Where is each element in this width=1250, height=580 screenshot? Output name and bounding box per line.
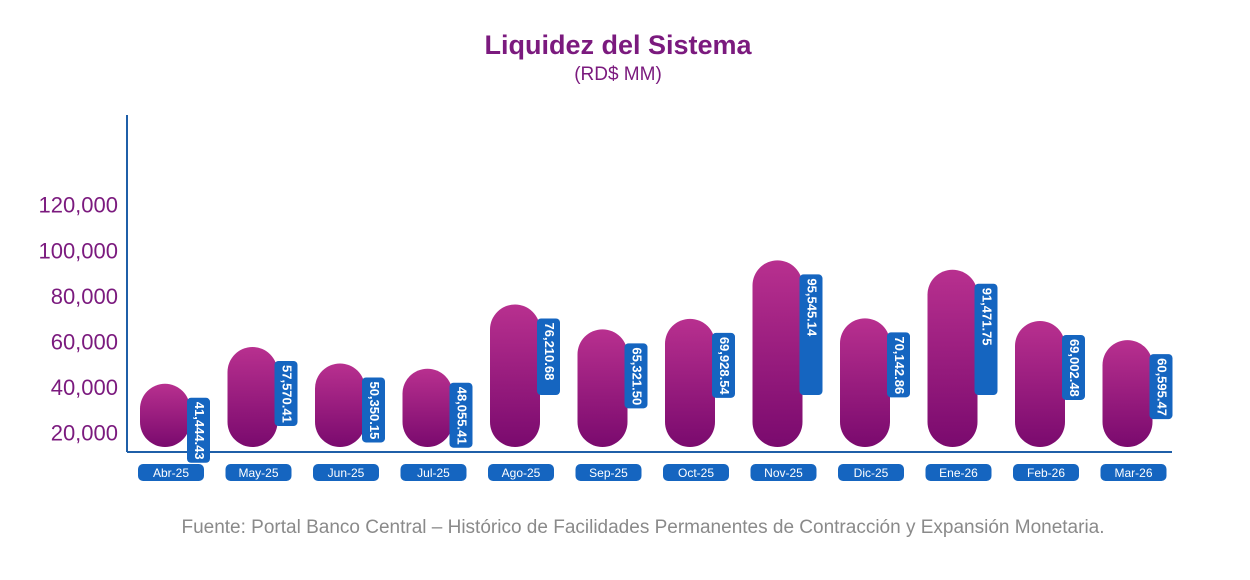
y-tick-label: 40,000 — [51, 375, 118, 400]
data-label: 41,444.43 — [192, 402, 207, 460]
data-label: 48,055.41 — [455, 387, 470, 445]
category-label: Abr-25 — [153, 466, 189, 480]
y-tick-label: 20,000 — [51, 421, 118, 446]
category-label-box — [663, 464, 729, 481]
category-label-box — [1013, 464, 1079, 481]
source-note: Fuente: Portal Banco Central – Histórico… — [181, 517, 1105, 538]
data-label: 91,471.75 — [980, 288, 995, 346]
category-label: Mar-26 — [1114, 466, 1152, 480]
data-label: 65,321.50 — [630, 347, 645, 405]
bars: 41,444.43 57,570.41 50,350.15 48,055.41 76,2… — [140, 260, 1173, 463]
data-label-box — [974, 283, 998, 395]
chart-title: Liquidez del Sistema — [484, 30, 752, 60]
category-label-box — [138, 464, 204, 481]
data-label: 69,928.54 — [717, 337, 732, 396]
chart-subtitle: (RD$ MM) — [574, 64, 662, 85]
y-tick-label: 120,000 — [38, 193, 118, 218]
category-label-box — [750, 464, 817, 481]
data-label-box — [712, 332, 735, 398]
data-label-box — [1062, 334, 1085, 400]
bar — [1102, 340, 1153, 447]
data-label: 60,595.47 — [1155, 358, 1170, 416]
data-label-box — [274, 361, 298, 427]
data-label-box — [537, 318, 560, 395]
data-label: 69,002.48 — [1067, 339, 1082, 397]
category-label: Dic-25 — [854, 466, 889, 480]
bar — [227, 347, 278, 447]
bar — [402, 368, 453, 447]
category-label-box — [838, 464, 904, 481]
data-label-box — [187, 397, 210, 463]
category-label-box — [225, 464, 292, 481]
y-tick-label: 100,000 — [38, 238, 118, 263]
y-tick-label: 80,000 — [51, 284, 118, 309]
bar — [577, 329, 628, 447]
data-label-box — [362, 377, 385, 443]
category-label-box — [488, 464, 554, 481]
bar — [665, 318, 715, 447]
category-label: May-25 — [238, 466, 278, 480]
category-label: Jun-25 — [328, 466, 365, 480]
category-label: Sep-25 — [589, 466, 628, 480]
data-label-box — [449, 382, 473, 448]
data-label: 70,142.86 — [892, 336, 907, 394]
category-labels: Abr-25 May-25 Jun-25 Jul-25 Ago-25 Sep-25 Oct-… — [138, 464, 1167, 481]
category-label: Nov-25 — [764, 466, 803, 480]
category-label: Feb-26 — [1027, 466, 1065, 480]
data-label-box — [1149, 354, 1173, 420]
bar — [140, 383, 190, 447]
data-label: 57,570.41 — [280, 365, 295, 423]
category-label-box — [575, 464, 642, 481]
y-tick-label: 60,000 — [51, 329, 118, 354]
category-label-box — [925, 464, 992, 481]
bar — [490, 304, 540, 447]
data-label-box — [799, 274, 823, 395]
data-label-box — [887, 332, 910, 398]
category-label: Ago-25 — [502, 466, 541, 480]
bar — [840, 318, 890, 447]
y-tick-labels: 20,000 40,000 60,000 80,000 100,000 120,000 — [38, 193, 118, 446]
bar — [315, 363, 365, 447]
bar — [927, 269, 978, 447]
category-label-box — [400, 464, 467, 481]
category-label-box — [313, 464, 379, 481]
data-label: 76,210.68 — [542, 323, 557, 381]
bar — [752, 260, 803, 447]
category-label: Ene-26 — [939, 466, 978, 480]
data-label: 95,545.14 — [805, 278, 820, 337]
bar — [1015, 320, 1065, 447]
category-label-box — [1100, 464, 1167, 481]
data-label-box — [624, 343, 648, 409]
category-label: Oct-25 — [678, 466, 714, 480]
data-label: 50,350.15 — [367, 381, 382, 439]
category-label: Jul-25 — [417, 466, 450, 480]
